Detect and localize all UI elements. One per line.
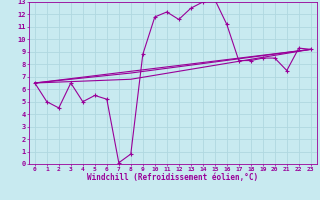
X-axis label: Windchill (Refroidissement éolien,°C): Windchill (Refroidissement éolien,°C)	[87, 173, 258, 182]
